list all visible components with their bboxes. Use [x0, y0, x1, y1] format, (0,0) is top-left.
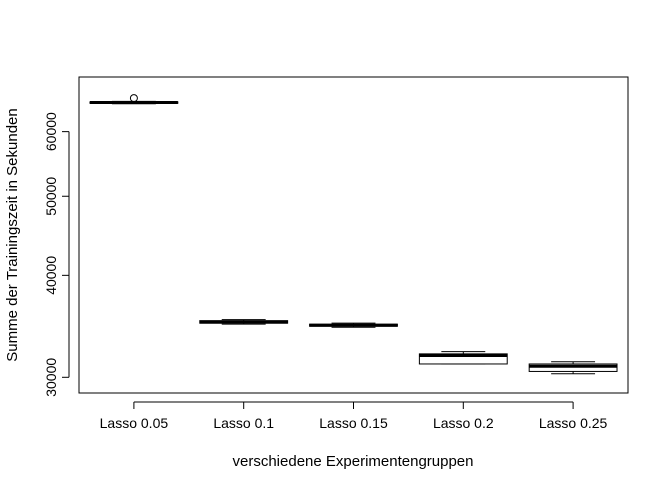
x-tick-label: Lasso 0.15 [319, 415, 388, 431]
plot-frame [78, 76, 629, 394]
y-tick-label: 50000 [43, 177, 59, 216]
x-tick-label: Lasso 0.25 [539, 415, 608, 431]
x-tick-label: Lasso 0.05 [100, 415, 169, 431]
y-axis-label: Summe der Trainingszeit in Sekunden [4, 108, 21, 361]
y-tick-label: 40000 [43, 256, 59, 295]
x-axis-label: verschiedene Experimentengruppen [233, 453, 474, 470]
x-tick-label: Lasso 0.1 [213, 415, 274, 431]
box [418, 353, 508, 365]
outlier-point [129, 94, 138, 103]
y-tick-label: 30000 [43, 358, 59, 397]
y-tick-label: 60000 [43, 112, 59, 151]
x-tick-label: Lasso 0.2 [433, 415, 494, 431]
